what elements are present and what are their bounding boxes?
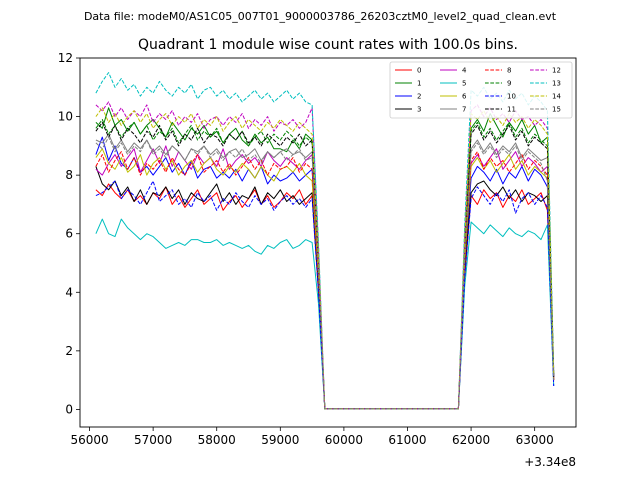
legend-label-6: 6	[462, 93, 467, 101]
chart-title: Quadrant 1 module wise count rates with …	[138, 37, 518, 53]
x-tick-label: 62000	[452, 433, 490, 447]
x-tick-label: 56000	[70, 433, 108, 447]
x-tick-label: 61000	[388, 433, 426, 447]
legend-label-7: 7	[462, 106, 466, 114]
x-tick-label: 57000	[134, 433, 172, 447]
legend-label-10: 10	[507, 93, 516, 101]
data-file-caption: Data file: modeM0/AS1C05_007T01_90000037…	[84, 10, 557, 23]
y-tick-label: 2	[65, 344, 73, 358]
legend-label-15: 15	[552, 106, 561, 114]
legend-label-1: 1	[417, 80, 421, 88]
legend-label-5: 5	[462, 80, 466, 88]
y-axis-ticks: 0 2 4 6 8 10 12	[58, 51, 80, 416]
x-axis-ticks: 56000 57000 58000 59000 60000 61000 62000 63000	[70, 427, 554, 447]
y-tick-label: 6	[65, 227, 73, 241]
legend-box	[389, 61, 573, 119]
series-lines	[95, 72, 555, 410]
legend-label-8: 8	[507, 67, 511, 75]
series-line-10	[95, 180, 555, 410]
x-tick-label: 63000	[516, 433, 554, 447]
legend-label-13: 13	[552, 80, 561, 88]
y-tick-label: 8	[65, 168, 73, 182]
y-tick-label: 4	[65, 285, 73, 299]
legend-label-9: 9	[507, 80, 511, 88]
legend-label-12: 12	[552, 67, 561, 75]
x-tick-label: 59000	[261, 433, 299, 447]
legend-label-3: 3	[417, 106, 421, 114]
y-tick-label: 10	[58, 110, 73, 124]
x-tick-label: 60000	[325, 433, 363, 447]
plot-frame	[79, 57, 577, 428]
legend-label-14: 14	[552, 93, 561, 101]
y-tick-label: 0	[65, 402, 73, 416]
legend-label-11: 11	[507, 106, 516, 114]
legend-label-2: 2	[417, 93, 421, 101]
y-tick-label: 12	[58, 51, 73, 65]
x-offset-label: +3.34e8	[524, 455, 576, 469]
x-tick-label: 58000	[198, 433, 236, 447]
series-line-15	[95, 136, 555, 410]
legend-label-4: 4	[462, 67, 467, 75]
legend-label-0: 0	[417, 67, 421, 75]
